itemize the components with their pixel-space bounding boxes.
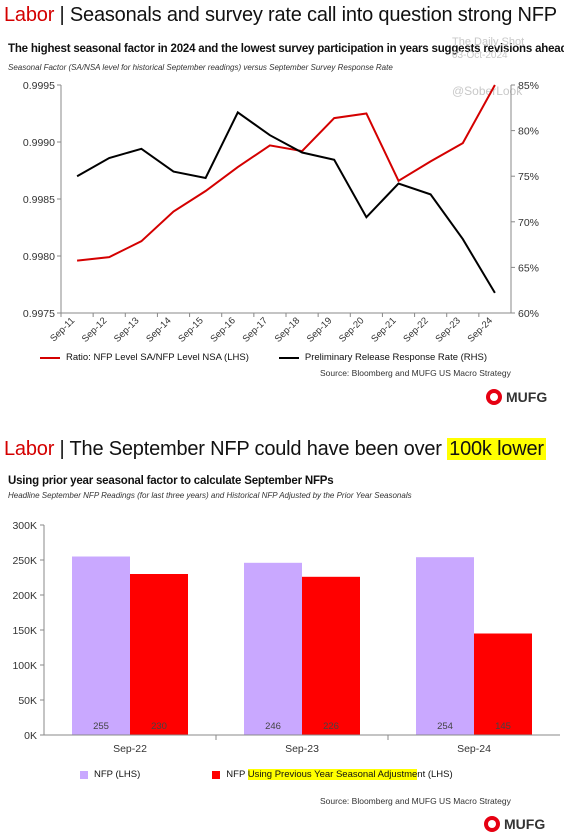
x-tick-label: Sep-23: [433, 315, 462, 344]
panel1-header-text: Seasonals and survey rate call into ques…: [69, 4, 557, 26]
right-axis-ticks: 60% 65% 70% 75% 80% 85%: [511, 80, 539, 320]
mufg-logo-text: MUFG: [504, 816, 546, 832]
left-tick-label: 0.9975: [23, 308, 55, 320]
bar-nfp: [72, 556, 130, 735]
panel2-subtitle-italic: Headline September NFP Readings (for las…: [8, 491, 412, 500]
mufg-logo-icon: [486, 389, 502, 405]
left-tick-label: 0.9990: [23, 137, 55, 149]
line-chart-legend: Ratio: NFP Level SA/NFP Level NSA (LHS) …: [40, 352, 487, 363]
right-tick-label: 85%: [518, 80, 539, 92]
x-tick-label: Sep-19: [305, 315, 334, 344]
left-tick-label: 0.9985: [23, 194, 55, 206]
watermark-date: 03-Oct-2024: [452, 50, 508, 61]
legend-black-swatch: [278, 356, 299, 359]
legend-red-bar-label: NFP Using Previous Year Seasonal Adjustm…: [226, 769, 453, 780]
legend-red-bar-swatch: [212, 770, 221, 779]
right-tick-label: 60%: [518, 308, 539, 320]
watermark-source: The Daily Shot: [452, 36, 525, 48]
panel1-subtitle-italic: Seasonal Factor (SA/NSA level for histor…: [8, 63, 393, 72]
bar-adjusted: [302, 576, 360, 735]
bar-y-tick-label: 100K: [12, 660, 37, 672]
bar-x-tick-label: Sep-23: [285, 743, 319, 755]
bar-adjusted: [474, 633, 532, 735]
x-tick-label: Sep-24: [466, 315, 495, 344]
bar-x-axis-ticks: Sep-22 Sep-23 Sep-24: [113, 735, 491, 755]
bar-chart-legend: NFP (LHS) NFP Using Previous Year Season…: [80, 769, 453, 780]
right-tick-label: 75%: [518, 171, 539, 183]
x-tick-label: Sep-22: [401, 315, 430, 344]
bar-x-tick-label: Sep-22: [113, 743, 147, 755]
bar-y-tick-label: 150K: [12, 625, 37, 637]
series-response-rate-line: [76, 110, 496, 294]
panel1-header-label: Labor: [4, 4, 55, 26]
bar-x-tick-label: Sep-24: [457, 743, 491, 755]
bar-nfp: [416, 557, 474, 735]
bar-y-tick-label: 250K: [12, 555, 37, 567]
x-tick-label: Sep-15: [176, 315, 205, 344]
x-tick-label: Sep-21: [369, 315, 398, 344]
mufg-logo-text: MUFG: [506, 389, 548, 405]
bar-nfp: [244, 562, 302, 735]
bar-y-tick-label: 300K: [12, 520, 37, 532]
left-tick-label: 0.9980: [23, 251, 55, 263]
panel2-source: Source: Bloomberg and MUFG US Macro Stra…: [320, 796, 511, 806]
line-chart: 0.9975 0.9980 0.9985 0.9990 0.9995 60% 65% 70%…: [23, 80, 539, 345]
panel2-header-sep: |: [59, 438, 65, 460]
right-tick-label: 65%: [518, 262, 539, 274]
mufg-logo-icon: [484, 816, 500, 832]
panel2-header-highlight: 100k lower: [447, 438, 546, 460]
panel2-subtitle: Using prior year seasonal factor to calc…: [8, 475, 334, 487]
series-seasonal-factor-line: [76, 84, 496, 262]
panel2-header-text: The September NFP could have been over: [69, 438, 442, 460]
x-tick-label: Sep-12: [80, 315, 109, 344]
x-tick-label: Sep-20: [337, 315, 366, 344]
bar-adjusted: [130, 574, 188, 735]
watermark-handle: @SoberLook: [452, 84, 523, 98]
panel1-subtitle: The highest seasonal factor in 2024 and …: [8, 43, 564, 55]
bar-adjusted-label: 230: [151, 721, 167, 732]
x-tick-label: Sep-14: [144, 315, 173, 344]
legend-black-label: Preliminary Release Response Rate (RHS): [304, 352, 488, 363]
x-tick-label: Sep-13: [112, 315, 141, 344]
panel2-header-label: Labor: [4, 438, 55, 460]
bar-y-axis-ticks: 0K 50K 100K 150K 200K 250K 300K: [12, 520, 44, 742]
right-tick-label: 80%: [518, 126, 539, 138]
legend-purple-swatch: [80, 770, 88, 779]
left-tick-label: 0.9995: [23, 80, 55, 92]
bar-nfp-label: 255: [93, 721, 109, 732]
legend-red-label: Ratio: NFP Level SA/NFP Level NSA (LHS): [66, 352, 249, 363]
legend-red-swatch: [40, 356, 60, 359]
x-tick-label: Sep-17: [241, 315, 270, 344]
x-tick-label: Sep-16: [208, 315, 237, 344]
panel2-mufg-logo: MUFG: [484, 816, 545, 832]
bar-marks: 255 230 246 226 254 145: [72, 556, 532, 735]
x-tick-label: Sep-18: [273, 315, 302, 344]
panel1-header-sep: |: [59, 4, 65, 26]
panel1-source: Source: Bloomberg and MUFG US Macro Stra…: [320, 368, 511, 378]
right-tick-label: 70%: [518, 217, 539, 229]
bar-y-tick-label: 200K: [12, 590, 37, 602]
bar-nfp-label: 254: [437, 721, 453, 732]
bar-y-tick-label: 50K: [18, 695, 37, 707]
bar-adjusted-label: 226: [323, 721, 339, 732]
x-axis-ticks: Sep-11 Sep-12 Sep-13 Sep-14 Sep-15 Sep-16 Sep-…: [48, 313, 495, 345]
left-axis-ticks: 0.9975 0.9980 0.9985 0.9990 0.9995: [23, 80, 61, 320]
bar-adjusted-label: 145: [495, 721, 511, 732]
legend-purple-label: NFP (LHS): [94, 769, 141, 780]
panel1-mufg-logo: MUFG: [486, 389, 547, 405]
bar-y-tick-label: 0K: [24, 730, 37, 742]
bar-nfp-label: 246: [265, 721, 281, 732]
panel1-header: Labor | Seasonals and survey rate call i…: [4, 4, 557, 27]
panel2-header: Labor | The September NFP could have bee…: [4, 438, 546, 461]
